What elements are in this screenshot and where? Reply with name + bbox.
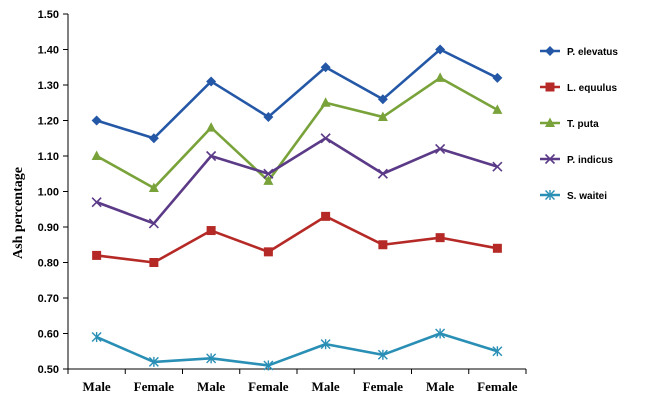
x-tick-label: Male bbox=[426, 379, 454, 394]
y-tick-label: 0.90 bbox=[38, 222, 59, 234]
data-point bbox=[148, 182, 159, 192]
data-point bbox=[206, 150, 217, 162]
data-point bbox=[435, 44, 446, 55]
y-axis-title: Ash percentage bbox=[11, 167, 26, 259]
data-point bbox=[435, 72, 446, 82]
legend-label: S. waitei bbox=[567, 191, 607, 202]
y-tick-label: 1.20 bbox=[38, 116, 59, 128]
data-point bbox=[378, 240, 388, 250]
y-tick-label: 1.40 bbox=[38, 45, 59, 57]
series-3 bbox=[91, 133, 503, 229]
data-point bbox=[91, 150, 102, 160]
y-tick-label: 1.00 bbox=[38, 187, 59, 199]
series-line bbox=[96, 48, 498, 140]
series-layer bbox=[91, 44, 503, 371]
y-tick-label: 1.50 bbox=[38, 9, 59, 21]
legend-item: P. elevatus bbox=[540, 46, 618, 58]
legend-label: L. equulus bbox=[567, 83, 617, 94]
data-point bbox=[492, 243, 502, 253]
data-point bbox=[263, 175, 274, 185]
data-point bbox=[206, 353, 217, 364]
data-point bbox=[91, 197, 102, 208]
x-tick-label: Male bbox=[83, 379, 111, 394]
data-point bbox=[263, 111, 274, 122]
series-line bbox=[95, 76, 499, 190]
data-point bbox=[91, 115, 102, 126]
x-tick-label: Female bbox=[363, 379, 404, 394]
series-1 bbox=[92, 211, 502, 267]
data-point bbox=[149, 258, 159, 267]
data-point bbox=[206, 122, 217, 132]
data-point bbox=[148, 133, 159, 144]
legend-marker bbox=[545, 190, 555, 200]
data-point bbox=[206, 76, 217, 87]
data-point bbox=[435, 143, 446, 154]
legend-label: P. elevatus bbox=[567, 47, 618, 58]
y-tick-label: 1.30 bbox=[38, 80, 59, 92]
data-point bbox=[492, 72, 503, 83]
data-point bbox=[492, 104, 503, 114]
y-tick-label: 0.50 bbox=[38, 364, 59, 376]
data-point bbox=[377, 111, 388, 121]
series-line bbox=[96, 136, 498, 225]
legend-item: L. equulus bbox=[540, 82, 617, 94]
legend-marker bbox=[545, 46, 555, 56]
x-tick-label: Female bbox=[477, 379, 518, 394]
series-4 bbox=[91, 328, 503, 371]
data-point bbox=[263, 360, 274, 371]
data-point bbox=[148, 218, 159, 229]
x-axis: Male Female Male Female Male Female Male Female bbox=[67, 368, 527, 394]
legend-item: P. indicus bbox=[540, 153, 613, 166]
data-point bbox=[263, 168, 274, 179]
series-0 bbox=[91, 44, 503, 144]
series-line bbox=[96, 215, 498, 264]
x-tick-label: Male bbox=[312, 379, 340, 394]
y-tick-label: 0.70 bbox=[38, 293, 59, 305]
data-point bbox=[320, 339, 331, 350]
legend-marker bbox=[545, 82, 555, 92]
data-point bbox=[377, 168, 388, 179]
x-tick-label: Male bbox=[197, 379, 225, 394]
y-tick-label: 0.80 bbox=[38, 258, 59, 270]
data-point bbox=[148, 356, 159, 367]
data-point bbox=[92, 250, 102, 260]
y-axis: 0.50 0.60 0.70 0.80 0.90 1.00 1.10 1.20 1.30 1.40… bbox=[38, 9, 69, 376]
series-line bbox=[96, 332, 498, 367]
legend-marker bbox=[545, 117, 555, 127]
data-point bbox=[320, 97, 331, 107]
x-tick-label: Female bbox=[134, 379, 175, 394]
data-point bbox=[492, 346, 503, 357]
y-tick-label: 0.60 bbox=[38, 329, 59, 341]
series-2 bbox=[91, 72, 503, 192]
data-point bbox=[435, 328, 446, 339]
data-point bbox=[91, 332, 102, 343]
data-point bbox=[206, 226, 216, 236]
legend-label: P. indicus bbox=[567, 155, 613, 166]
data-point bbox=[435, 233, 445, 243]
data-point bbox=[320, 62, 331, 73]
legend-marker bbox=[544, 153, 556, 165]
data-point bbox=[492, 161, 503, 172]
x-tick-label: Female bbox=[248, 379, 289, 394]
data-point bbox=[377, 349, 388, 360]
legend-label: T. puta bbox=[567, 119, 599, 130]
data-point bbox=[321, 211, 331, 221]
legend: P. elevatus L. equulus T. puta P. indicus S.… bbox=[540, 46, 618, 202]
y-tick-label: 1.10 bbox=[38, 151, 59, 163]
data-point bbox=[320, 133, 331, 144]
data-point bbox=[263, 247, 273, 257]
legend-item: S. waitei bbox=[540, 190, 607, 202]
legend-item: T. puta bbox=[540, 117, 599, 130]
data-point bbox=[377, 94, 388, 105]
